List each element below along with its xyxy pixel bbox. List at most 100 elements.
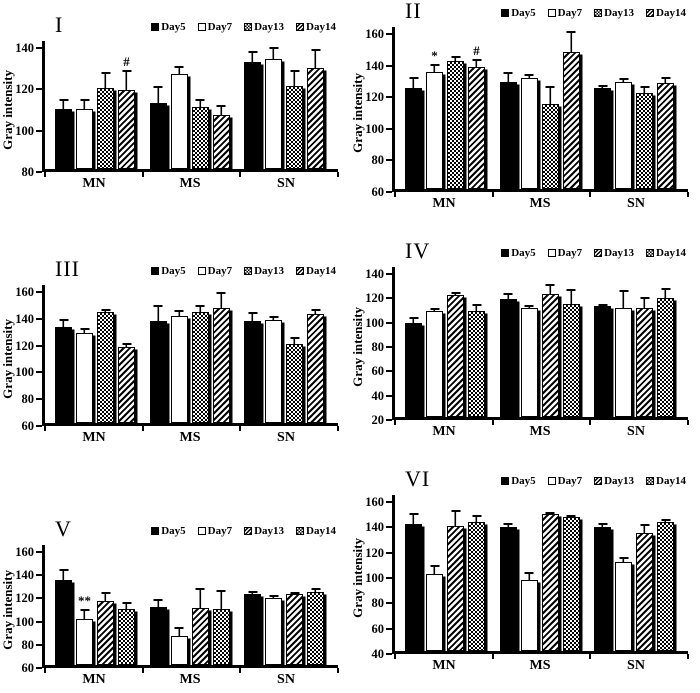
y-tick-mark (386, 191, 392, 193)
bar-ms-day13 (191, 311, 209, 423)
legend-swatch-diag-icon (594, 249, 603, 257)
y-tick-mark (386, 419, 392, 421)
bar-slot (657, 502, 678, 651)
bar-slot (636, 274, 657, 417)
bar-slot (170, 552, 192, 665)
bar-sn-day14 (307, 67, 324, 169)
x-tick-mark (44, 668, 46, 673)
x-category-label: MN (432, 196, 456, 211)
legend: Day5 Day7 Day13 Day14 (501, 7, 686, 19)
plot-row: Gray intensity 20 40 60 80 100 120 140 (350, 267, 700, 427)
legend-swatch-diag-icon (296, 23, 305, 31)
x-tick-mark (394, 654, 396, 659)
legend-item-day13: Day13 (594, 475, 634, 487)
error-bar (290, 69, 299, 87)
x-tick-mark (491, 192, 494, 197)
bar-mn-day7 (76, 618, 93, 665)
bar-mn-day5 (405, 524, 422, 651)
x-axis-labels: MN MS SN (42, 430, 338, 446)
bar-mn-day5 (55, 326, 72, 423)
x-tick-mark (337, 668, 339, 673)
bar-group-sn (244, 47, 328, 169)
bar-slot (118, 292, 139, 423)
panel-label: I (55, 12, 64, 37)
error-bar (409, 317, 418, 324)
y-tick-label: 40 (371, 647, 385, 661)
x-axis-labels: MN MS SN (42, 176, 338, 192)
bar-slot (520, 274, 542, 417)
x-tick-mark (239, 668, 242, 673)
bar-slot (499, 274, 521, 417)
x-tick-mark (141, 668, 144, 673)
legend-label: Day7 (207, 21, 233, 33)
error-bar (409, 512, 418, 525)
y-tick-label: 160 (365, 27, 384, 41)
bar-slot (468, 502, 489, 651)
error-bar (290, 337, 299, 344)
bar-slot (149, 292, 171, 423)
y-tick-label: 20 (371, 413, 385, 427)
error-bar (195, 588, 205, 609)
legend-swatch-white-icon (547, 9, 556, 17)
y-axis-title: Gray intensity (0, 70, 15, 150)
bar-slot (149, 552, 171, 665)
bar-ms-day13 (191, 608, 209, 665)
error-bar (248, 51, 257, 62)
y-axis-title: Gray intensity (0, 570, 15, 650)
error-bar (503, 292, 513, 299)
legend-label: Day5 (161, 265, 186, 277)
legend-swatch-diag-icon (244, 527, 253, 535)
bar-slot: * (426, 34, 447, 189)
legend-item-day7: Day7 (547, 7, 583, 19)
y-tick-label: 160 (15, 285, 34, 299)
x-category-label: MN (432, 658, 456, 673)
legend-label: Day7 (557, 7, 583, 19)
legend-label: Day5 (511, 7, 536, 19)
plot-row: Gray intensity 40 60 80 100 120 140 160 (350, 495, 700, 661)
bar-slot (286, 48, 307, 169)
bar-group-mn: * # (405, 34, 489, 189)
bar-slot (405, 274, 426, 417)
y-tick-label: 100 (365, 315, 384, 330)
x-category-label: MN (432, 424, 456, 439)
bar-slot (307, 552, 328, 665)
error-bar (122, 69, 131, 91)
y-tick-label: 60 (371, 185, 385, 199)
bar-slot: # (468, 34, 489, 189)
bar-sn-day7 (615, 307, 632, 417)
bar-group-sn (594, 502, 678, 651)
legend-item-day14: Day14 (646, 247, 686, 259)
chart-panel-V: V Day5 Day7 Day13 Day14 Gray intensity 60 80… (0, 462, 350, 693)
legend-item-day5: Day5 (151, 21, 186, 33)
bar-sn-day14 (657, 521, 674, 651)
y-tick-label: 140 (365, 58, 384, 73)
bar-ms-day7 (170, 73, 188, 169)
y-tick-label: 100 (15, 614, 34, 629)
y-axis-title: Gray intensity (350, 73, 365, 153)
legend-item-day14: Day14 (646, 475, 686, 487)
error-bar (290, 591, 299, 595)
bar-mn-day7 (426, 72, 443, 189)
bar-group-ms (149, 552, 234, 665)
bar-slot (426, 502, 447, 651)
error-bar (545, 86, 555, 104)
error-bar (195, 98, 205, 107)
x-tick-mark (687, 654, 689, 659)
bar-mn-day5 (405, 87, 422, 189)
x-category-label: MS (529, 424, 551, 439)
bar-group-ms (499, 502, 584, 651)
bar-ms-day5 (499, 81, 517, 189)
error-bar (430, 64, 439, 73)
panel-label: IV (405, 238, 431, 263)
bar-mn-day14 (468, 67, 485, 189)
legend-swatch-solid-icon (501, 477, 510, 485)
error-bar (472, 59, 481, 68)
y-tick-mark (36, 371, 42, 374)
y-tick-mark (386, 127, 392, 130)
bar-slot (244, 552, 265, 665)
y-tick-mark (386, 370, 392, 373)
bar-mn-day7 (76, 333, 93, 423)
bar-slot (426, 274, 447, 417)
error-bar (472, 303, 481, 312)
panel-header: V Day5 Day7 Day13 Day14 (0, 516, 350, 546)
